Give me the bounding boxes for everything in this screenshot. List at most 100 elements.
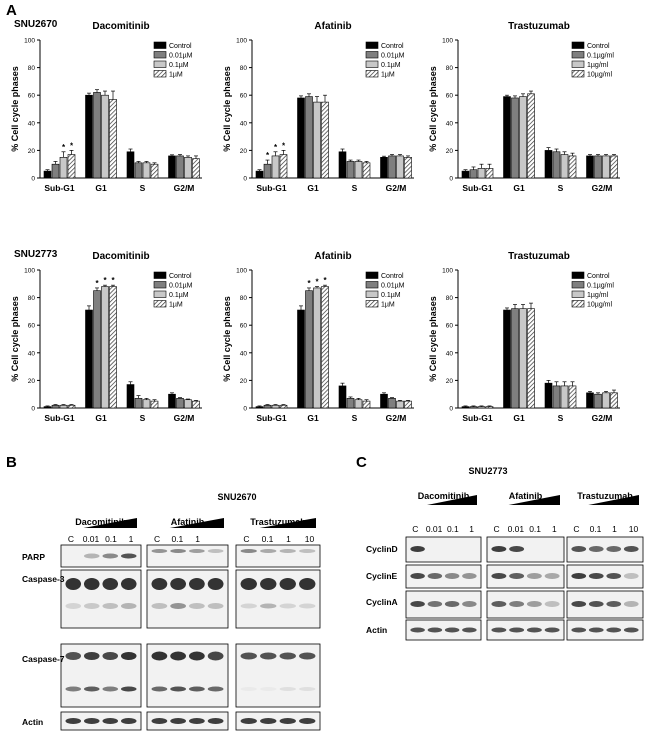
lane-label: 0.1 — [590, 524, 602, 534]
y-tick-label: 40 — [446, 120, 454, 127]
band — [526, 627, 542, 633]
y-tick-label: 40 — [240, 350, 248, 357]
band — [83, 652, 100, 660]
band — [120, 603, 137, 609]
protein-label: CyclinD — [366, 544, 398, 554]
band — [410, 627, 425, 633]
legend-label: 0.01µM — [381, 283, 405, 290]
legend-label: 0.01µM — [169, 283, 193, 290]
chart-title: Dacomitinib — [92, 251, 149, 262]
blot-frame — [60, 711, 142, 731]
band — [606, 573, 622, 579]
y-tick-label: 100 — [236, 38, 247, 45]
band — [571, 573, 587, 579]
x-tick-label: G2/M — [386, 183, 407, 193]
x-tick-label: S — [352, 183, 358, 193]
band — [410, 573, 425, 579]
legend-swatch — [571, 281, 585, 289]
y-tick-label: 20 — [28, 148, 36, 155]
lane-label: C — [243, 534, 249, 544]
legend-swatch — [365, 41, 379, 49]
legend-swatch — [571, 60, 585, 68]
band — [427, 573, 443, 579]
significance-star: * — [315, 278, 319, 287]
legend-label: 0.1µg/ml — [587, 283, 614, 290]
legend-swatch — [153, 281, 167, 289]
band — [299, 603, 316, 609]
legend-label: Control — [169, 273, 192, 280]
y-tick-label: 100 — [24, 38, 35, 45]
legend-label: 0.1µg/ml — [587, 53, 614, 60]
lane-label: 1 — [195, 534, 200, 544]
band — [606, 546, 622, 552]
legend-swatch — [365, 281, 379, 289]
band — [240, 718, 257, 724]
panel-label-b: B — [6, 454, 17, 471]
legend-label: 10µg/ml — [587, 72, 612, 79]
y-axis-label: % Cell cycle phases — [222, 296, 232, 382]
band — [571, 601, 587, 607]
band — [279, 652, 296, 660]
band — [260, 549, 277, 553]
band — [102, 652, 119, 660]
band — [509, 573, 525, 579]
y-tick-label: 40 — [28, 350, 36, 357]
x-tick-label: S — [558, 183, 564, 193]
band — [606, 627, 622, 633]
lane-label: 0.01 — [508, 524, 525, 534]
lane-label: 0.1 — [105, 534, 117, 544]
band — [207, 578, 224, 590]
y-tick-label: 0 — [31, 176, 35, 183]
band — [279, 603, 296, 609]
significance-star: * — [274, 143, 278, 152]
band — [102, 718, 119, 724]
significance-star: * — [266, 151, 270, 160]
band — [299, 718, 316, 724]
significance-star: * — [95, 279, 99, 288]
band — [102, 578, 119, 590]
treatment-name: Dacomitinib — [75, 517, 127, 527]
blot-cell-line: SNU2773 — [468, 466, 507, 476]
x-tick-label: G1 — [95, 183, 107, 193]
legend-label: 0.1µM — [169, 62, 189, 69]
band — [240, 578, 257, 590]
y-tick-label: 100 — [442, 268, 453, 275]
band — [102, 553, 119, 559]
y-tick-label: 40 — [28, 120, 36, 127]
treatment-name: Afatinib — [171, 517, 205, 527]
legend-label: Control — [381, 273, 404, 280]
lane-label: C — [412, 524, 418, 534]
band — [170, 651, 186, 661]
legend-label: 0.1µM — [381, 292, 401, 299]
blot-frame — [486, 564, 565, 589]
band — [427, 601, 443, 607]
y-tick-label: 60 — [240, 323, 248, 330]
y-tick-label: 100 — [236, 268, 247, 275]
x-tick-label: G1 — [513, 183, 525, 193]
x-tick-label: Sub-G1 — [256, 413, 286, 423]
y-tick-label: 80 — [446, 65, 454, 72]
band — [299, 578, 316, 590]
band — [120, 686, 137, 692]
blot-frame — [60, 544, 142, 568]
band — [120, 553, 137, 559]
band — [606, 601, 622, 607]
band — [170, 718, 186, 724]
band — [491, 601, 507, 607]
band — [260, 718, 277, 724]
band — [623, 546, 639, 552]
band — [207, 549, 224, 553]
y-tick-label: 100 — [24, 268, 35, 275]
x-tick-label: G1 — [513, 413, 525, 423]
legend-swatch — [365, 300, 379, 308]
significance-star: * — [62, 143, 66, 152]
band — [491, 627, 507, 633]
band — [462, 573, 477, 579]
chart-title: Dacomitinib — [92, 21, 149, 32]
panel-label-a: A — [6, 2, 17, 19]
blot-frame — [486, 619, 565, 641]
band — [151, 549, 168, 553]
band — [189, 578, 205, 590]
band — [279, 687, 296, 691]
legend-swatch — [153, 300, 167, 308]
